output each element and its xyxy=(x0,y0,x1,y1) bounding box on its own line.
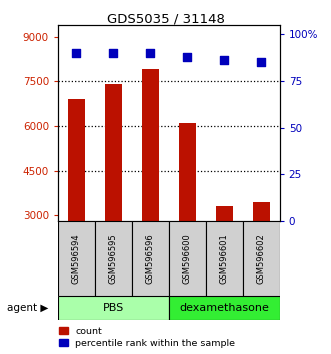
Bar xyxy=(216,206,233,221)
Bar xyxy=(179,123,196,221)
Bar xyxy=(142,69,159,221)
Point xyxy=(221,57,227,63)
Point xyxy=(111,50,116,56)
Bar xyxy=(243,221,280,296)
Text: agent ▶: agent ▶ xyxy=(7,303,48,313)
Bar xyxy=(169,296,280,320)
Point xyxy=(74,50,79,56)
Bar xyxy=(132,221,169,296)
Text: GSM596601: GSM596601 xyxy=(220,233,229,284)
Legend: count, percentile rank within the sample: count, percentile rank within the sample xyxy=(59,327,235,348)
Text: GSM596600: GSM596600 xyxy=(183,233,192,284)
Text: dexamethasone: dexamethasone xyxy=(179,303,269,313)
Bar xyxy=(58,221,95,296)
Bar xyxy=(68,99,85,221)
Text: GSM596594: GSM596594 xyxy=(72,233,81,284)
Text: GDS5035 / 31148: GDS5035 / 31148 xyxy=(107,12,224,25)
Point xyxy=(185,54,190,59)
Point xyxy=(259,59,264,65)
Bar xyxy=(105,84,122,221)
Text: GSM596602: GSM596602 xyxy=(257,233,266,284)
Bar xyxy=(95,221,132,296)
Bar xyxy=(169,221,206,296)
Text: GSM596596: GSM596596 xyxy=(146,233,155,284)
Text: GSM596595: GSM596595 xyxy=(109,233,118,284)
Bar xyxy=(206,221,243,296)
Text: PBS: PBS xyxy=(103,303,124,313)
Bar xyxy=(253,202,269,221)
Point xyxy=(148,50,153,56)
Bar xyxy=(58,296,169,320)
